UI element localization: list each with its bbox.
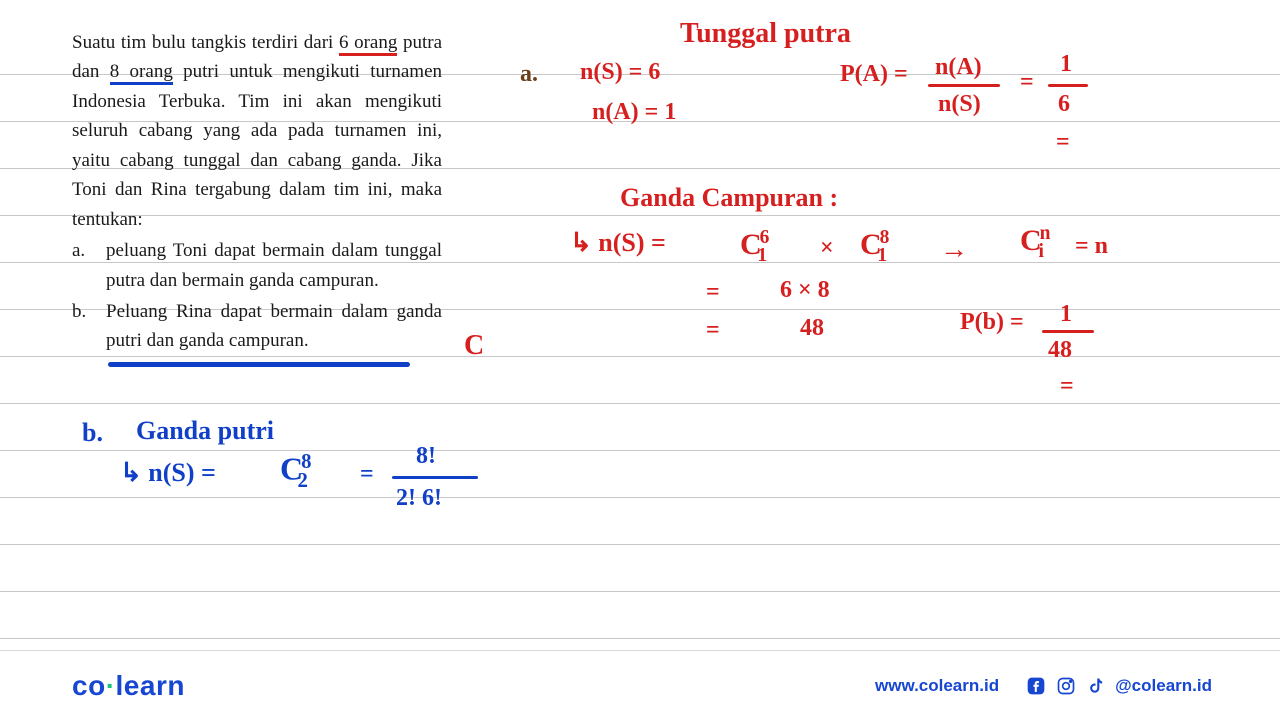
eq-sign-3: =: [706, 318, 720, 342]
forty-eight: 48: [800, 316, 824, 340]
eq-sign-1: =: [1020, 70, 1034, 94]
one-over-six-bot: 6: [1058, 92, 1070, 116]
two-six-fact: 2! 6!: [396, 486, 442, 510]
pb-label: P(b) =: [960, 310, 1024, 334]
eq-tail-2: =: [1060, 374, 1074, 398]
title-tunggal-putra: Tunggal putra: [680, 20, 851, 48]
red-curl: C: [464, 332, 484, 360]
ns-equals-6: n(S) = 6: [580, 60, 660, 84]
footer: co·learn www.colearn.id @colearn.id: [0, 650, 1280, 720]
frac-bar-b: [392, 476, 478, 479]
logo-learn: learn: [116, 670, 185, 701]
six-times-eight: 6 × 8: [780, 278, 830, 302]
eq-tail-1: =: [1056, 130, 1070, 154]
logo-co: co: [72, 670, 106, 701]
c-6-1: C61: [740, 228, 767, 266]
pb-48: 48: [1048, 338, 1072, 362]
c-8-2: C82: [280, 452, 308, 492]
blue-underline-swash: [108, 362, 410, 367]
problem-statement: Suatu tim bulu tangkis terdiri dari 6 or…: [72, 28, 442, 356]
frac-na: n(A): [935, 55, 982, 79]
footer-right: www.colearn.id @colearn.id: [875, 675, 1212, 697]
footer-url[interactable]: www.colearn.id: [875, 676, 999, 696]
title-ganda-campuran: Ganda Campuran :: [620, 185, 838, 211]
problem-para-pre: Suatu tim bulu tangkis terdiri dari: [72, 32, 339, 53]
eight-orang-underlined: 8 orang: [110, 61, 173, 85]
problem-para-post: putri untuk mengikuti turnamen Indonesia…: [72, 61, 442, 229]
gns-label: ↳ n(S) =: [570, 230, 666, 256]
times-1: ×: [820, 236, 834, 260]
facebook-icon[interactable]: [1025, 675, 1047, 697]
social-icons: @colearn.id: [1025, 675, 1212, 697]
one-over-six-top: 1: [1060, 52, 1072, 76]
eq-sign-2: =: [706, 280, 720, 304]
frac-bar-pa: [928, 84, 1000, 87]
item-b-marker: b.: [72, 297, 106, 356]
item-a-text: peluang Toni dapat bermain dalam tunggal…: [106, 236, 442, 295]
footer-handle[interactable]: @colearn.id: [1115, 676, 1212, 696]
eq-n: = n: [1075, 234, 1108, 258]
na-equals-1: n(A) = 1: [592, 100, 676, 124]
pb-one: 1: [1060, 302, 1072, 326]
problem-item-b: b. Peluang Rina dapat bermain dalam gand…: [72, 297, 442, 356]
frac-bar-pb: [1042, 330, 1094, 333]
c-8-1: C81: [860, 228, 887, 266]
logo-dot: ·: [106, 670, 116, 701]
label-a: a.: [520, 62, 538, 86]
item-a-marker: a.: [72, 236, 106, 295]
problem-item-a: a. peluang Toni dapat bermain dalam tung…: [72, 236, 442, 295]
eight-fact: 8!: [416, 444, 436, 468]
instagram-icon[interactable]: [1055, 675, 1077, 697]
label-b: b.: [82, 420, 103, 446]
item-b-text: Peluang Rina dapat bermain dalam ganda p…: [106, 297, 442, 356]
arrow-right: →: [940, 236, 968, 264]
frac-ns: n(S): [938, 92, 981, 116]
eq-b: =: [360, 462, 374, 486]
tiktok-icon[interactable]: [1085, 675, 1107, 697]
six-orang-underlined: 6 orang: [339, 32, 397, 56]
c-n-i: Cni: [1020, 224, 1044, 262]
ganda-putri: Ganda putri: [136, 418, 274, 444]
brand-logo: co·learn: [72, 670, 185, 702]
pa-label: P(A) =: [840, 62, 908, 86]
gns2: ↳ n(S) =: [120, 460, 216, 486]
frac-bar-16: [1048, 84, 1088, 87]
